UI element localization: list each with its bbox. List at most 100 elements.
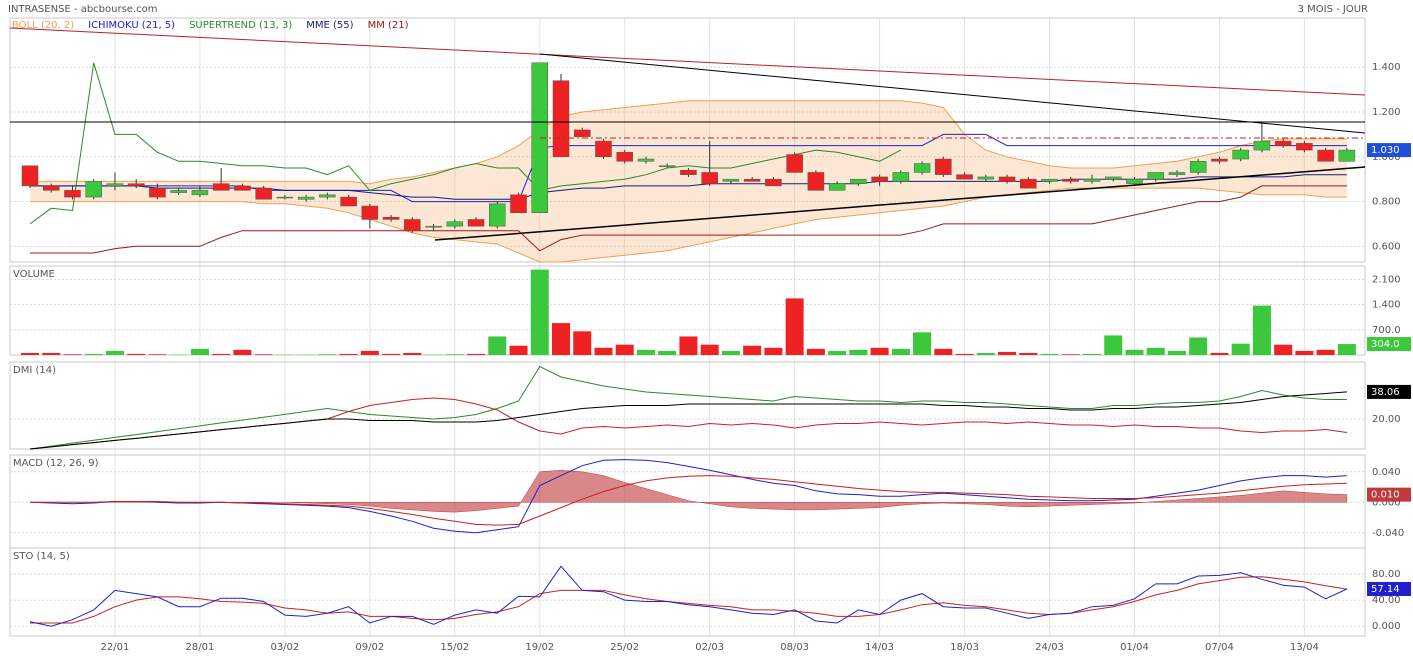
candle-body xyxy=(807,172,825,191)
x-tick-label: 01/04 xyxy=(1120,642,1149,653)
y-tick-label: -0.040 xyxy=(1372,528,1404,539)
y-tick-label: 0.800 xyxy=(1372,197,1401,208)
panel-title: MACD (12, 26, 9) xyxy=(13,458,99,469)
volume-bar xyxy=(530,269,549,355)
value-badge-label: 57.14 xyxy=(1371,584,1400,595)
chart-subtitle: 3 MOIS - JOUR xyxy=(1298,4,1368,15)
candle-body xyxy=(340,196,357,207)
candle-body xyxy=(234,185,251,191)
value-badge xyxy=(1367,581,1411,596)
candle-body xyxy=(637,158,655,162)
legend-label: SUPERTREND (13, 3) xyxy=(189,20,292,31)
volume-bar xyxy=(806,348,825,355)
candle-body xyxy=(64,190,81,198)
volume-bar xyxy=(955,353,974,355)
trend-line xyxy=(9,27,1366,96)
panel-frame xyxy=(9,17,1366,263)
macd-histogram xyxy=(30,469,1348,513)
volume-bar xyxy=(509,345,528,355)
volume-bar xyxy=(976,352,995,355)
volume-bar xyxy=(721,350,740,355)
candle-body xyxy=(1041,178,1058,182)
y-tick-label: 1.400 xyxy=(1372,300,1401,311)
x-tick-label: 28/01 xyxy=(186,642,215,653)
volume-bar xyxy=(84,353,103,355)
x-tick-label: 18/03 xyxy=(950,642,979,653)
candle-body xyxy=(446,221,464,227)
candle-body xyxy=(212,183,230,191)
candle-body xyxy=(276,196,294,199)
candle-body xyxy=(743,178,761,182)
indicator-line xyxy=(30,576,1347,624)
candle-body xyxy=(149,187,166,198)
volume-bar xyxy=(849,349,868,355)
candle-body xyxy=(786,154,803,173)
candle-body xyxy=(892,172,910,182)
panel-title: VOLUME xyxy=(13,269,55,280)
volume-bar xyxy=(573,331,592,355)
candle-body xyxy=(828,183,846,191)
x-tick-label: 07/04 xyxy=(1205,642,1234,653)
candle-body xyxy=(1104,176,1122,180)
trend-line xyxy=(434,166,1366,241)
candle-body xyxy=(1147,172,1164,180)
panel-frame xyxy=(9,547,1366,637)
x-tick-label: 03/02 xyxy=(270,642,299,653)
y-tick-label: 80.00 xyxy=(1372,569,1401,580)
y-tick-label: 40.00 xyxy=(1372,595,1401,606)
panel-title: STO (14, 5) xyxy=(13,551,70,562)
volume-bar xyxy=(700,344,719,355)
indicator-line xyxy=(30,185,1347,254)
candle-body xyxy=(319,194,336,198)
value-badge-label: 0.010 xyxy=(1371,490,1400,501)
candle-body xyxy=(680,169,697,175)
volume-bar xyxy=(552,323,570,355)
candle-body xyxy=(489,203,506,227)
candle-body xyxy=(1296,143,1313,151)
volume-bar xyxy=(488,336,507,355)
volume-bar xyxy=(42,352,61,355)
candle-body xyxy=(1083,178,1101,182)
candle-body xyxy=(1232,149,1249,160)
candle-body xyxy=(595,140,612,158)
candle-body xyxy=(1168,172,1186,175)
volume-bar xyxy=(1104,335,1123,355)
volume-bar xyxy=(1125,349,1144,355)
candle-body xyxy=(998,176,1016,182)
volume-bar xyxy=(743,345,762,355)
volume-bar xyxy=(127,353,146,355)
volume-bar xyxy=(1146,347,1165,355)
volume-bar xyxy=(403,352,422,355)
candle-body xyxy=(191,190,209,196)
volume-bar xyxy=(148,354,167,355)
trend-line xyxy=(539,53,1366,134)
value-badge xyxy=(1367,337,1411,352)
y-tick-label: 0.600 xyxy=(1372,241,1401,252)
indicator-line xyxy=(29,62,902,225)
volume-bar xyxy=(1040,353,1059,355)
legend-label: MME (55) xyxy=(306,20,353,31)
volume-bar xyxy=(998,351,1017,355)
candle-body xyxy=(1274,140,1292,146)
volume-bar xyxy=(636,349,655,355)
x-tick-label: 15/02 xyxy=(440,642,469,653)
legend-label: BOLL (20, 2) xyxy=(12,20,74,31)
volume-bar xyxy=(764,347,783,355)
x-tick-label: 24/03 xyxy=(1035,642,1064,653)
candle-body xyxy=(1189,161,1207,173)
candle-body xyxy=(765,178,782,187)
candle-body xyxy=(935,158,952,175)
volume-bar xyxy=(891,348,910,355)
volume-bar xyxy=(382,353,401,355)
value-badge-label: 1.030 xyxy=(1371,145,1400,156)
volume-bar xyxy=(1295,350,1314,355)
volume-bar xyxy=(1231,343,1250,355)
y-tick-label: 1.200 xyxy=(1372,107,1401,118)
candle-body xyxy=(255,187,272,200)
volume-bar xyxy=(1274,344,1293,355)
candle-body xyxy=(404,219,421,231)
y-tick-label: 0.040 xyxy=(1372,467,1401,478)
value-badge-label: 38.06 xyxy=(1371,387,1400,398)
